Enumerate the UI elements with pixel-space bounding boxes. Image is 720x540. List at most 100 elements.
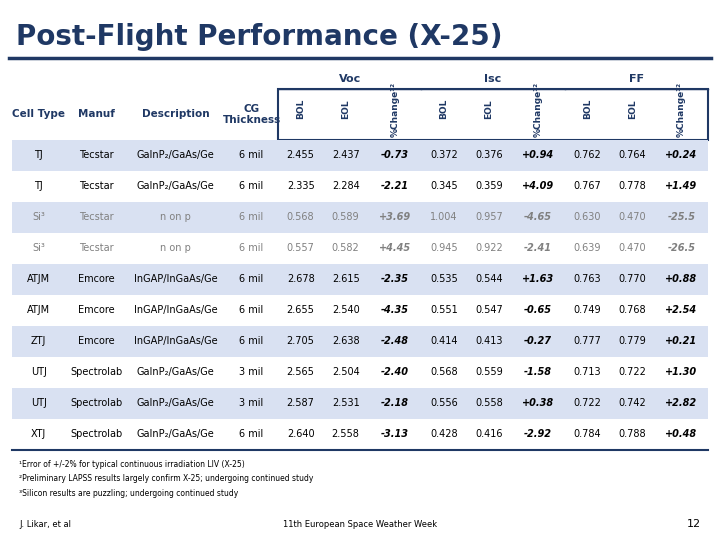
Text: 0.764: 0.764: [618, 151, 646, 160]
Text: -2.18: -2.18: [381, 399, 409, 408]
Text: UTJ: UTJ: [31, 399, 47, 408]
Text: 0.428: 0.428: [430, 429, 458, 440]
Text: 11th European Space Weather Week: 11th European Space Weather Week: [283, 520, 437, 529]
Text: 0.784: 0.784: [573, 429, 601, 440]
Text: XTJ: XTJ: [31, 429, 46, 440]
Text: 2.558: 2.558: [332, 429, 359, 440]
Text: GaInP₂/GaAs/Ge: GaInP₂/GaAs/Ge: [137, 368, 215, 377]
Text: -2.21: -2.21: [381, 181, 409, 192]
Bar: [12, 171, 708, 202]
Text: -0.65: -0.65: [524, 306, 552, 315]
Text: Spectrolab: Spectrolab: [70, 368, 122, 377]
Text: 0.470: 0.470: [618, 212, 646, 222]
Text: 6 mil: 6 mil: [240, 306, 264, 315]
Text: GaInP₂/GaAs/Ge: GaInP₂/GaAs/Ge: [137, 399, 215, 408]
Text: 0.957: 0.957: [475, 212, 503, 222]
Text: 6 mil: 6 mil: [240, 429, 264, 440]
Text: 0.345: 0.345: [430, 181, 458, 192]
Text: -1.58: -1.58: [524, 368, 552, 377]
Text: +0.48: +0.48: [665, 429, 697, 440]
Text: 6 mil: 6 mil: [240, 336, 264, 347]
Text: 6 mil: 6 mil: [240, 151, 264, 160]
Text: 0.788: 0.788: [618, 429, 646, 440]
Bar: [12, 295, 708, 326]
Text: Tecstar: Tecstar: [78, 181, 113, 192]
Text: %Change¹²: %Change¹²: [677, 82, 685, 137]
Text: 0.770: 0.770: [618, 274, 646, 285]
Text: 0.945: 0.945: [430, 244, 458, 253]
Text: GaInP₂/GaAs/Ge: GaInP₂/GaAs/Ge: [137, 429, 215, 440]
Text: 0.767: 0.767: [573, 181, 601, 192]
Text: Spectrolab: Spectrolab: [70, 429, 122, 440]
Text: ²Preliminary LAPSS results largely confirm X-25; undergoing continued study: ²Preliminary LAPSS results largely confi…: [19, 474, 314, 483]
Text: 0.359: 0.359: [475, 181, 503, 192]
Text: 2.655: 2.655: [287, 306, 315, 315]
Text: GaInP₂/GaAs/Ge: GaInP₂/GaAs/Ge: [137, 151, 215, 160]
Text: Tecstar: Tecstar: [78, 151, 113, 160]
Text: 2.437: 2.437: [332, 151, 359, 160]
Text: FF: FF: [629, 74, 644, 84]
Text: 2.455: 2.455: [287, 151, 315, 160]
Text: 2.638: 2.638: [332, 336, 359, 347]
Bar: [12, 419, 708, 450]
Text: 0.568: 0.568: [287, 212, 315, 222]
Text: 0.713: 0.713: [573, 368, 601, 377]
Text: 0.551: 0.551: [430, 306, 458, 315]
Text: +4.09: +4.09: [522, 181, 554, 192]
Text: -2.48: -2.48: [381, 336, 409, 347]
Text: Voc: Voc: [338, 74, 361, 84]
Text: EOL: EOL: [485, 99, 493, 119]
Text: Emcore: Emcore: [78, 336, 114, 347]
Text: Emcore: Emcore: [78, 306, 114, 315]
Text: ¹Error of +/-2% for typical continuous irradiation LIV (X-25): ¹Error of +/-2% for typical continuous i…: [19, 460, 245, 469]
Text: 0.568: 0.568: [430, 368, 458, 377]
Text: 3 mil: 3 mil: [240, 368, 264, 377]
Text: 0.544: 0.544: [475, 274, 503, 285]
Text: 1.004: 1.004: [430, 212, 458, 222]
Text: 0.777: 0.777: [573, 336, 601, 347]
Text: 2.615: 2.615: [332, 274, 359, 285]
Text: 0.547: 0.547: [475, 306, 503, 315]
Text: +2.54: +2.54: [665, 306, 697, 315]
Text: 0.413: 0.413: [475, 336, 503, 347]
Text: 0.722: 0.722: [573, 399, 601, 408]
Text: 0.762: 0.762: [573, 151, 601, 160]
Text: Tecstar: Tecstar: [78, 244, 113, 253]
Text: +0.21: +0.21: [665, 336, 697, 347]
Text: 0.922: 0.922: [475, 244, 503, 253]
Text: 3 mil: 3 mil: [240, 399, 264, 408]
Text: -25.5: -25.5: [667, 212, 696, 222]
Text: -2.41: -2.41: [524, 244, 552, 253]
Text: 0.630: 0.630: [573, 212, 601, 222]
Text: +0.94: +0.94: [522, 151, 554, 160]
Text: 0.582: 0.582: [332, 244, 359, 253]
Text: -4.65: -4.65: [524, 212, 552, 222]
Text: 6 mil: 6 mil: [240, 244, 264, 253]
Text: %Change¹²: %Change¹²: [534, 82, 542, 137]
Text: InGAP/InGaAs/Ge: InGAP/InGaAs/Ge: [134, 306, 217, 315]
Text: 0.559: 0.559: [475, 368, 503, 377]
Text: 2.705: 2.705: [287, 336, 315, 347]
Text: 0.749: 0.749: [573, 306, 601, 315]
Text: +1.30: +1.30: [665, 368, 697, 377]
Text: Emcore: Emcore: [78, 274, 114, 285]
Text: 0.372: 0.372: [430, 151, 458, 160]
Text: ZTJ: ZTJ: [31, 336, 46, 347]
Text: -2.35: -2.35: [381, 274, 409, 285]
Text: 2.678: 2.678: [287, 274, 315, 285]
Text: Tecstar: Tecstar: [78, 212, 113, 222]
Text: n on p: n on p: [161, 244, 192, 253]
Text: +0.88: +0.88: [665, 274, 697, 285]
Text: 2.587: 2.587: [287, 399, 315, 408]
Text: ³Silicon results are puzzling; undergoing continued study: ³Silicon results are puzzling; undergoin…: [19, 489, 238, 498]
Text: Manuf: Manuf: [78, 110, 114, 119]
Text: -0.73: -0.73: [381, 151, 409, 160]
Bar: [12, 202, 708, 233]
Text: -2.40: -2.40: [381, 368, 409, 377]
Text: InGAP/InGaAs/Ge: InGAP/InGaAs/Ge: [134, 274, 217, 285]
Text: Cell Type: Cell Type: [12, 110, 66, 119]
Text: 2.531: 2.531: [332, 399, 359, 408]
Text: BOL: BOL: [582, 99, 592, 119]
Text: 12: 12: [687, 519, 701, 529]
Text: CG
Thickness: CG Thickness: [222, 104, 281, 125]
